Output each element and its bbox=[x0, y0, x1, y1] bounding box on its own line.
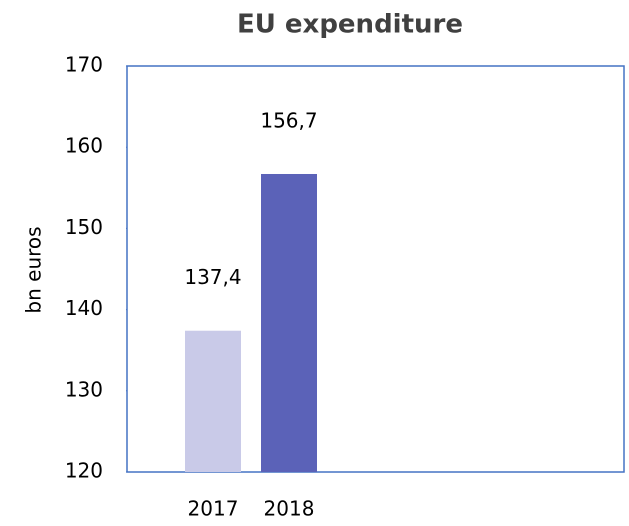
value-label: 156,7 bbox=[260, 108, 317, 132]
y-tick-label: 170 bbox=[65, 53, 103, 77]
chart-title: EU expenditure bbox=[237, 10, 463, 40]
bar bbox=[261, 173, 317, 472]
y-tick-label: 160 bbox=[65, 134, 103, 158]
y-axis-label: bn euros bbox=[22, 226, 46, 313]
y-tick-label: 130 bbox=[65, 377, 103, 401]
y-tick-label: 140 bbox=[65, 296, 103, 320]
x-tick-label: 2017 bbox=[188, 497, 239, 521]
y-tick-label: 120 bbox=[65, 459, 103, 483]
y-tick-label: 150 bbox=[65, 215, 103, 239]
bar bbox=[185, 330, 241, 472]
value-label: 137,4 bbox=[184, 265, 241, 289]
plot-frame bbox=[126, 65, 625, 473]
x-tick-label: 2018 bbox=[264, 497, 315, 521]
